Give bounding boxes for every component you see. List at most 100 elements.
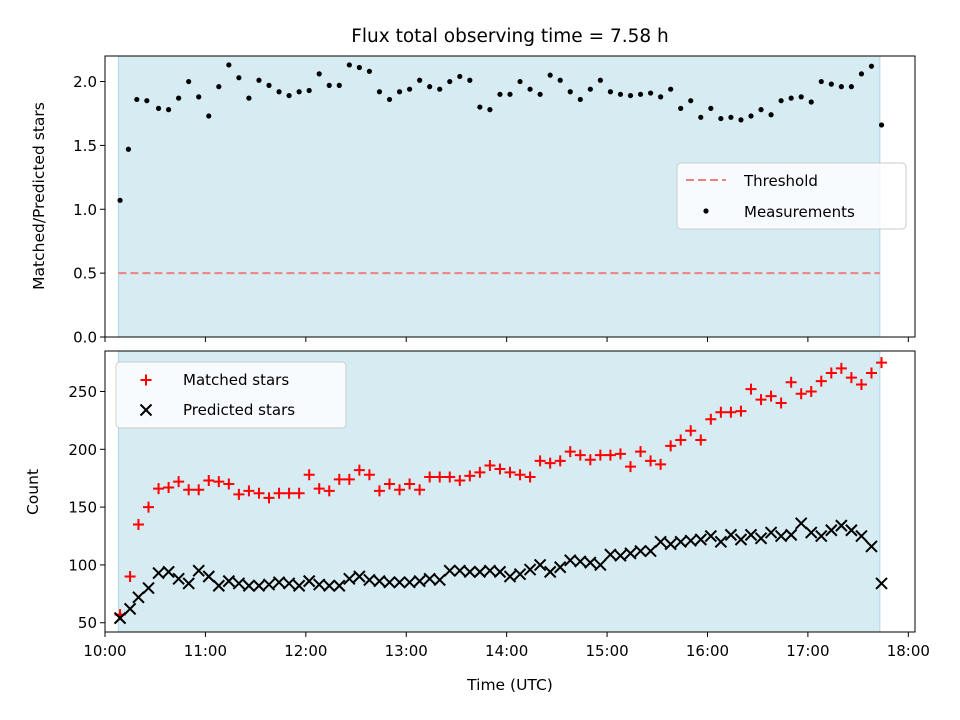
measurement-point bbox=[266, 82, 272, 88]
measurement-point bbox=[376, 89, 383, 95]
predicted-star-point bbox=[383, 576, 396, 589]
measurement-point bbox=[627, 92, 634, 99]
matched-star-point bbox=[494, 463, 506, 475]
matched-star-point bbox=[193, 484, 205, 496]
measurement-point bbox=[236, 75, 242, 81]
y-tick-label-bottom: 100 bbox=[68, 556, 97, 574]
measurement-point bbox=[658, 94, 664, 100]
matched-star-point bbox=[474, 466, 486, 478]
measurement-point bbox=[306, 87, 312, 94]
predicted-star-point bbox=[232, 577, 246, 590]
predicted-star-point bbox=[142, 581, 155, 595]
y-tick-label-top: 0.5 bbox=[73, 265, 97, 283]
matched-star-point bbox=[675, 434, 687, 446]
matched-star-point bbox=[805, 385, 817, 397]
measurement-point bbox=[144, 98, 150, 104]
measurement-point bbox=[788, 95, 794, 101]
matched-star-point bbox=[775, 397, 787, 409]
x-axis-ticks-top bbox=[104, 337, 909, 342]
predicted-star-point bbox=[835, 519, 848, 532]
matched-star-point bbox=[695, 434, 707, 446]
legend-predicted-marker bbox=[139, 403, 153, 417]
y-tick-label-top: 1.0 bbox=[73, 201, 97, 219]
predicted-star-point bbox=[564, 554, 577, 567]
predicted-star-point bbox=[784, 528, 798, 542]
matched-star-point bbox=[233, 488, 245, 500]
measurement-points bbox=[117, 62, 885, 203]
predicted-star-point bbox=[132, 591, 145, 604]
matched-star-point bbox=[223, 478, 235, 490]
predicted-star-point bbox=[794, 517, 808, 530]
matched-star-point bbox=[524, 471, 536, 483]
measurement-point bbox=[678, 105, 684, 111]
x-axis-label: Time (UTC) bbox=[466, 676, 553, 694]
predicted-star-point bbox=[172, 572, 185, 586]
matched-star-point bbox=[414, 484, 426, 496]
predicted-star-point bbox=[604, 548, 617, 561]
measurement-point bbox=[487, 107, 493, 113]
predicted-star-point bbox=[674, 535, 687, 549]
measurement-point bbox=[336, 82, 342, 88]
predicted-star-point bbox=[805, 526, 818, 539]
matched-star-point bbox=[323, 485, 335, 497]
predicted-star-point bbox=[875, 577, 888, 590]
measurement-point bbox=[637, 91, 644, 97]
predicted-star-point bbox=[202, 570, 215, 583]
measurement-point bbox=[527, 86, 533, 92]
predicted-star-point bbox=[704, 529, 718, 543]
measurement-point bbox=[798, 94, 804, 100]
predicted-star-point bbox=[152, 566, 165, 580]
predicted-star-point bbox=[543, 565, 557, 579]
plot-frame-top bbox=[104, 55, 916, 338]
measurement-point bbox=[477, 104, 483, 110]
matched-star-point bbox=[353, 464, 365, 476]
measurement-point bbox=[497, 91, 503, 97]
matched-star-point bbox=[243, 485, 255, 497]
predicted-star-point bbox=[393, 576, 406, 589]
predicted-star-point bbox=[483, 564, 497, 577]
legend-box-top bbox=[676, 162, 907, 230]
x-tick-label: 15:00 bbox=[585, 642, 628, 660]
predicted-star-point bbox=[654, 535, 667, 549]
matched-star-point bbox=[293, 487, 305, 499]
matched-star-point bbox=[604, 449, 616, 461]
predicted-star-point bbox=[734, 533, 748, 546]
plot-frame-bottom bbox=[104, 350, 916, 633]
matched-star-point bbox=[124, 570, 136, 582]
predicted-star-point bbox=[764, 526, 778, 539]
x-axis-ticks-bottom: 10:00 11:00 12:00 13:00 14:00 15:00 16:00 17:00… bbox=[83, 632, 930, 660]
measurement-point bbox=[878, 122, 885, 128]
predicted-star-point bbox=[584, 556, 597, 569]
predicted-star-point bbox=[123, 602, 137, 616]
matched-star-point bbox=[394, 484, 406, 496]
measurement-point bbox=[226, 62, 232, 68]
y-tick-label-top: 0.0 bbox=[73, 329, 97, 347]
matched-star-point bbox=[343, 473, 355, 485]
predicted-star-point bbox=[313, 578, 326, 591]
predicted-star-point bbox=[553, 561, 567, 574]
x-tick-label: 16:00 bbox=[686, 642, 729, 660]
matched-star-point bbox=[624, 461, 636, 473]
measurement-point bbox=[738, 117, 744, 123]
measurement-point bbox=[808, 99, 814, 105]
y-axis-label-top: Matched/Predicted stars bbox=[30, 102, 48, 290]
matched-star-point bbox=[785, 376, 797, 388]
measurement-point bbox=[467, 77, 473, 83]
predicted-star-point bbox=[774, 529, 788, 543]
matched-star-point bbox=[213, 476, 225, 488]
measurement-point bbox=[366, 68, 373, 74]
matched-star-point bbox=[132, 518, 144, 530]
x-tick-label: 10:00 bbox=[83, 642, 126, 660]
ratio-panel: Flux total observing time = 7.58 h 0.00.… bbox=[30, 26, 916, 347]
matched-star-point bbox=[183, 484, 195, 496]
matched-star-point bbox=[173, 476, 185, 488]
measurement-point bbox=[246, 95, 252, 101]
legend-matched-swatch bbox=[140, 374, 152, 386]
matched-star-point bbox=[855, 379, 867, 391]
measurement-point bbox=[607, 89, 614, 95]
matched-star-points bbox=[114, 357, 888, 621]
measurement-point bbox=[768, 112, 774, 118]
predicted-star-point bbox=[182, 577, 195, 590]
matched-star-point bbox=[825, 367, 837, 379]
